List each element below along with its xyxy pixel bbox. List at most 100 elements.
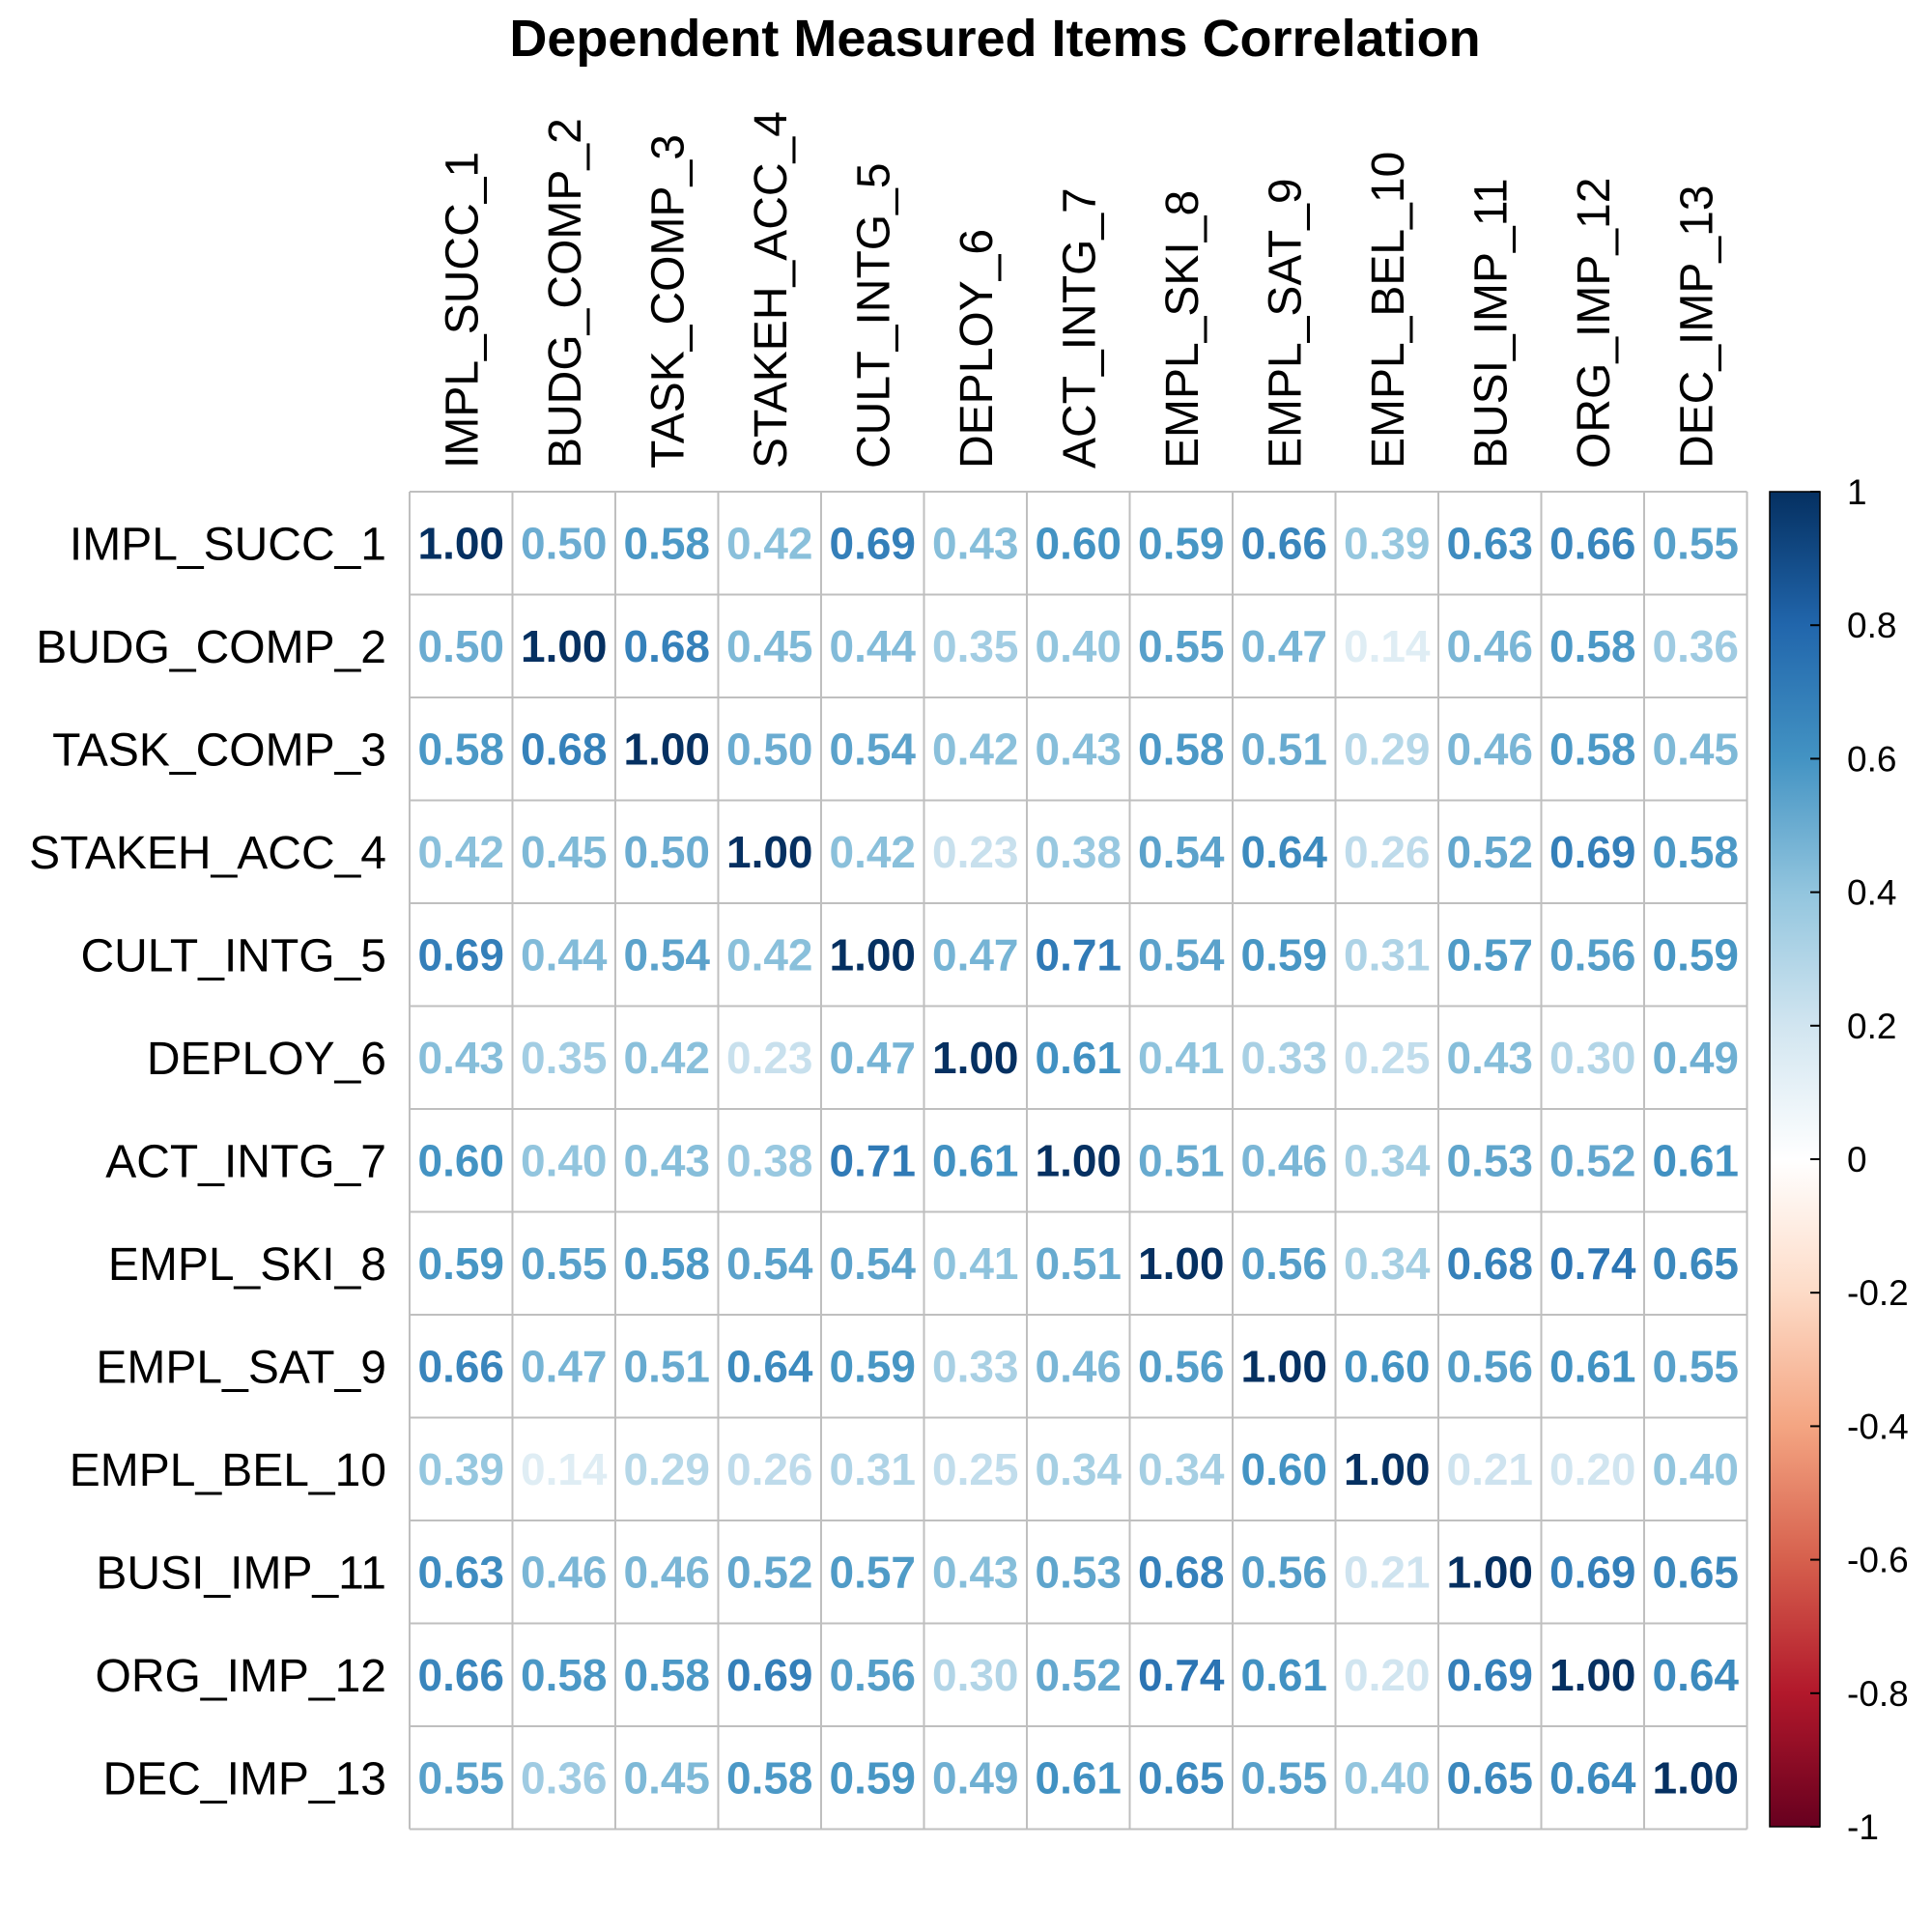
- colorbar-tick-label: 0.8: [1847, 606, 1896, 645]
- cell-value-EMPL_SAT_9-ACT_INTG_7: 0.46: [1035, 1341, 1122, 1391]
- cell-value-EMPL_BEL_10-ORG_IMP_12: 0.20: [1549, 1444, 1636, 1494]
- cell-value-CULT_INTG_5-DEPLOY_6: 0.47: [932, 929, 1019, 980]
- cell-value-EMPL_SKI_8-STAKEH_ACC_4: 0.54: [726, 1238, 813, 1289]
- cell-value-IMPL_SUCC_1-BUSI_IMP_11: 0.63: [1446, 518, 1533, 568]
- cell-value-BUSI_IMP_11-ORG_IMP_12: 0.69: [1549, 1547, 1636, 1597]
- cell-value-DEC_IMP_13-BUSI_IMP_11: 0.65: [1446, 1752, 1533, 1803]
- cell-value-BUSI_IMP_11-DEC_IMP_13: 0.65: [1652, 1547, 1739, 1597]
- cell-value-EMPL_SAT_9-STAKEH_ACC_4: 0.64: [726, 1341, 813, 1391]
- cell-value-IMPL_SUCC_1-EMPL_BEL_10: 0.39: [1344, 518, 1431, 568]
- cell-value-BUDG_COMP_2-DEC_IMP_13: 0.36: [1652, 621, 1739, 671]
- cell-value-DEPLOY_6-BUDG_COMP_2: 0.35: [521, 1033, 608, 1083]
- cell-value-DEC_IMP_13-CULT_INTG_5: 0.59: [829, 1752, 916, 1803]
- cell-value-EMPL_BEL_10-EMPL_SKI_8: 0.34: [1138, 1444, 1225, 1494]
- cell-value-DEPLOY_6-EMPL_SAT_9: 0.33: [1240, 1033, 1327, 1083]
- cell-value-BUSI_IMP_11-IMPL_SUCC_1: 0.63: [417, 1547, 504, 1597]
- cell-value-ACT_INTG_7-STAKEH_ACC_4: 0.38: [726, 1135, 813, 1185]
- cell-value-DEC_IMP_13-STAKEH_ACC_4: 0.58: [726, 1752, 813, 1803]
- column-label-BUSI_IMP_11: BUSI_IMP_11: [1465, 178, 1517, 469]
- cell-value-EMPL_SKI_8-ORG_IMP_12: 0.74: [1549, 1238, 1636, 1289]
- cell-value-IMPL_SUCC_1-DEC_IMP_13: 0.55: [1652, 518, 1739, 568]
- cell-value-EMPL_SAT_9-EMPL_BEL_10: 0.60: [1344, 1341, 1431, 1391]
- cell-value-EMPL_BEL_10-ACT_INTG_7: 0.34: [1035, 1444, 1122, 1494]
- colorbar-tick-label: -0.4: [1847, 1406, 1909, 1446]
- cell-value-BUDG_COMP_2-EMPL_SAT_9: 0.47: [1240, 621, 1327, 671]
- cell-value-EMPL_SKI_8-TASK_COMP_3: 0.58: [623, 1238, 710, 1289]
- row-label-BUSI_IMP_11: BUSI_IMP_11: [96, 1548, 386, 1599]
- cell-value-DEC_IMP_13-BUDG_COMP_2: 0.36: [521, 1752, 608, 1803]
- colorbar-tick-label: 0.6: [1847, 739, 1896, 779]
- column-labels: IMPL_SUCC_1 BUDG_COMP_2 TASK_COMP_3 STAKEH_…: [437, 111, 1722, 469]
- cell-value-DEPLOY_6-ORG_IMP_12: 0.30: [1549, 1033, 1636, 1083]
- cell-value-IMPL_SUCC_1-ACT_INTG_7: 0.60: [1035, 518, 1122, 568]
- cell-value-CULT_INTG_5-EMPL_BEL_10: 0.31: [1344, 929, 1431, 980]
- column-label-TASK_COMP_3: TASK_COMP_3: [642, 134, 694, 469]
- cell-value-ORG_IMP_12-EMPL_SAT_9: 0.61: [1240, 1650, 1327, 1700]
- cell-value-BUDG_COMP_2-EMPL_SKI_8: 0.55: [1138, 621, 1225, 671]
- cell-value-CULT_INTG_5-ORG_IMP_12: 0.56: [1549, 929, 1636, 980]
- colorbar-tick-label: -1: [1847, 1807, 1879, 1847]
- cell-value-DEC_IMP_13-ACT_INTG_7: 0.61: [1035, 1752, 1122, 1803]
- cell-value-ORG_IMP_12-BUDG_COMP_2: 0.58: [521, 1650, 608, 1700]
- cell-value-TASK_COMP_3-DEC_IMP_13: 0.45: [1652, 724, 1739, 774]
- cell-value-EMPL_SAT_9-ORG_IMP_12: 0.61: [1549, 1341, 1636, 1391]
- cell-value-CULT_INTG_5-DEC_IMP_13: 0.59: [1652, 929, 1739, 980]
- cell-value-STAKEH_ACC_4-DEC_IMP_13: 0.58: [1652, 827, 1739, 877]
- cell-value-BUSI_IMP_11-CULT_INTG_5: 0.57: [829, 1547, 916, 1597]
- cell-value-EMPL_BEL_10-EMPL_SAT_9: 0.60: [1240, 1444, 1327, 1494]
- row-label-CULT_INTG_5: CULT_INTG_5: [80, 930, 386, 981]
- cell-value-STAKEH_ACC_4-CULT_INTG_5: 0.42: [829, 827, 916, 877]
- cell-value-TASK_COMP_3-IMPL_SUCC_1: 0.58: [417, 724, 504, 774]
- cell-value-DEC_IMP_13-DEPLOY_6: 0.49: [932, 1752, 1019, 1803]
- cell-value-IMPL_SUCC_1-EMPL_SAT_9: 0.66: [1240, 518, 1327, 568]
- cell-value-EMPL_SAT_9-TASK_COMP_3: 0.51: [623, 1341, 710, 1391]
- cell-value-BUDG_COMP_2-EMPL_BEL_10: 0.14: [1344, 621, 1431, 671]
- cell-value-CULT_INTG_5-EMPL_SKI_8: 0.54: [1138, 929, 1225, 980]
- cell-value-EMPL_BEL_10-BUSI_IMP_11: 0.21: [1446, 1444, 1533, 1494]
- cell-value-EMPL_SKI_8-BUSI_IMP_11: 0.68: [1446, 1238, 1533, 1289]
- row-label-STAKEH_ACC_4: STAKEH_ACC_4: [29, 828, 386, 879]
- cell-value-BUSI_IMP_11-ACT_INTG_7: 0.53: [1035, 1547, 1122, 1597]
- cell-value-DEPLOY_6-DEC_IMP_13: 0.49: [1652, 1033, 1739, 1083]
- row-label-ACT_INTG_7: ACT_INTG_7: [105, 1136, 386, 1187]
- cell-value-DEC_IMP_13-EMPL_BEL_10: 0.40: [1344, 1752, 1431, 1803]
- cell-value-ORG_IMP_12-DEPLOY_6: 0.30: [932, 1650, 1019, 1700]
- cell-value-ACT_INTG_7-EMPL_SAT_9: 0.46: [1240, 1135, 1327, 1185]
- cell-value-CULT_INTG_5-STAKEH_ACC_4: 0.42: [726, 929, 813, 980]
- cell-value-IMPL_SUCC_1-STAKEH_ACC_4: 0.42: [726, 518, 813, 568]
- cell-value-ORG_IMP_12-EMPL_SKI_8: 0.74: [1138, 1650, 1225, 1700]
- cell-value-STAKEH_ACC_4-BUDG_COMP_2: 0.45: [521, 827, 608, 877]
- cell-value-STAKEH_ACC_4-EMPL_SKI_8: 0.54: [1138, 827, 1225, 877]
- cell-value-EMPL_BEL_10-DEC_IMP_13: 0.40: [1652, 1444, 1739, 1494]
- cell-value-CULT_INTG_5-CULT_INTG_5: 1.00: [829, 929, 916, 980]
- cell-value-EMPL_BEL_10-DEPLOY_6: 0.25: [932, 1444, 1019, 1494]
- cell-value-STAKEH_ACC_4-DEPLOY_6: 0.23: [932, 827, 1019, 877]
- heatmap-cells: 1.00 0.50 0.58 0.42 0.69 0.43 0.60 0.59 0.66 0.39…: [417, 518, 1739, 1803]
- cell-value-BUDG_COMP_2-IMPL_SUCC_1: 0.50: [417, 621, 504, 671]
- row-label-EMPL_SKI_8: EMPL_SKI_8: [108, 1239, 386, 1291]
- cell-value-EMPL_SKI_8-DEC_IMP_13: 0.65: [1652, 1238, 1739, 1289]
- cell-value-EMPL_SKI_8-BUDG_COMP_2: 0.55: [521, 1238, 608, 1289]
- cell-value-ACT_INTG_7-DEC_IMP_13: 0.61: [1652, 1135, 1739, 1185]
- colorbar-tick-label: -0.6: [1847, 1541, 1909, 1580]
- column-label-ORG_IMP_12: ORG_IMP_12: [1569, 178, 1620, 469]
- cell-value-IMPL_SUCC_1-TASK_COMP_3: 0.58: [623, 518, 710, 568]
- cell-value-EMPL_BEL_10-CULT_INTG_5: 0.31: [829, 1444, 916, 1494]
- cell-value-BUDG_COMP_2-DEPLOY_6: 0.35: [932, 621, 1019, 671]
- cell-value-ACT_INTG_7-EMPL_BEL_10: 0.34: [1344, 1135, 1431, 1185]
- cell-value-STAKEH_ACC_4-STAKEH_ACC_4: 1.00: [726, 827, 813, 877]
- cell-value-DEPLOY_6-IMPL_SUCC_1: 0.43: [417, 1033, 504, 1083]
- column-label-STAKEH_ACC_4: STAKEH_ACC_4: [746, 111, 797, 469]
- cell-value-BUSI_IMP_11-EMPL_BEL_10: 0.21: [1344, 1547, 1431, 1597]
- row-label-DEC_IMP_13: DEC_IMP_13: [103, 1753, 386, 1804]
- cell-value-EMPL_SAT_9-DEPLOY_6: 0.33: [932, 1341, 1019, 1391]
- cell-value-EMPL_SAT_9-EMPL_SKI_8: 0.56: [1138, 1341, 1225, 1391]
- colorbar-tick-label: -0.2: [1847, 1273, 1909, 1313]
- cell-value-EMPL_SKI_8-CULT_INTG_5: 0.54: [829, 1238, 916, 1289]
- cell-value-ORG_IMP_12-EMPL_BEL_10: 0.20: [1344, 1650, 1431, 1700]
- cell-value-ACT_INTG_7-ORG_IMP_12: 0.52: [1549, 1135, 1636, 1185]
- column-label-ACT_INTG_7: ACT_INTG_7: [1054, 187, 1105, 469]
- cell-value-BUSI_IMP_11-EMPL_SAT_9: 0.56: [1240, 1547, 1327, 1597]
- cell-value-TASK_COMP_3-ACT_INTG_7: 0.43: [1035, 724, 1122, 774]
- cell-value-BUDG_COMP_2-CULT_INTG_5: 0.44: [829, 621, 916, 671]
